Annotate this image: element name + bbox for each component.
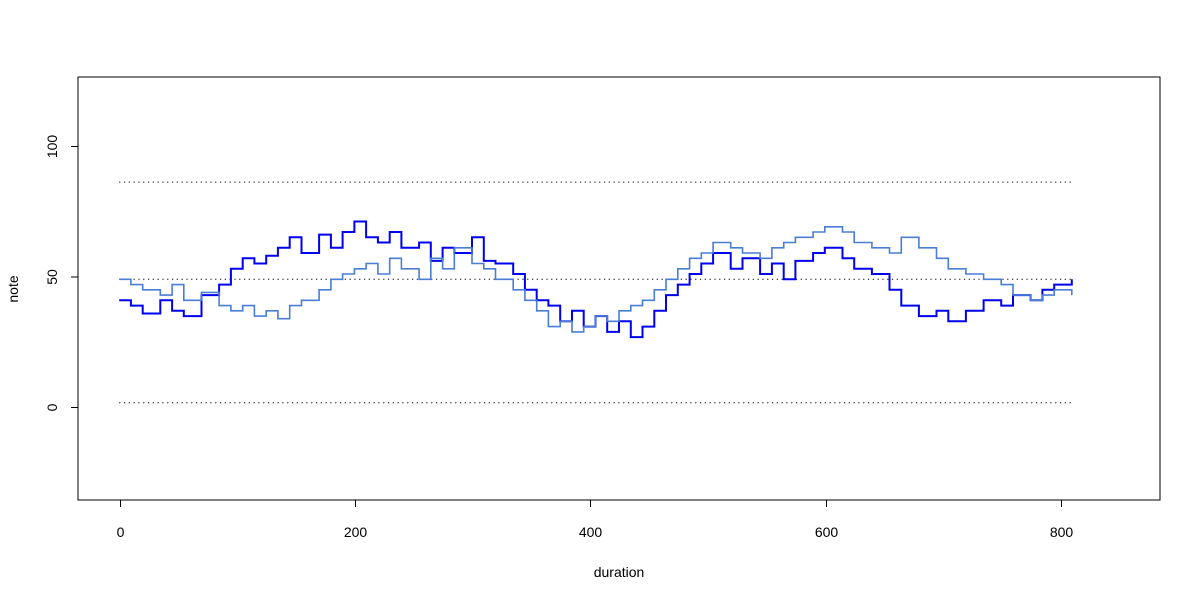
- y-tick-label: 50: [44, 269, 60, 285]
- x-tick-label: 400: [579, 524, 603, 540]
- series-line-2: [119, 226, 1073, 333]
- y-axis: 0 50 100 note: [5, 135, 79, 411]
- x-tick-label: 600: [815, 524, 839, 540]
- y-axis-title: note: [5, 275, 21, 302]
- y-tick-label: 100: [44, 135, 60, 159]
- series-line-1: [119, 220, 1073, 339]
- plot-frame: [77, 76, 1161, 501]
- reference-lines: [119, 181, 1072, 404]
- data-series: [119, 220, 1073, 339]
- x-axis-title: duration: [594, 564, 645, 580]
- y-tick-label: 0: [44, 403, 60, 411]
- x-axis: 0 200 400 600 800 duration: [117, 499, 1074, 580]
- x-tick-label: 800: [1050, 524, 1074, 540]
- x-tick-label: 200: [344, 524, 368, 540]
- x-tick-label: 0: [117, 524, 125, 540]
